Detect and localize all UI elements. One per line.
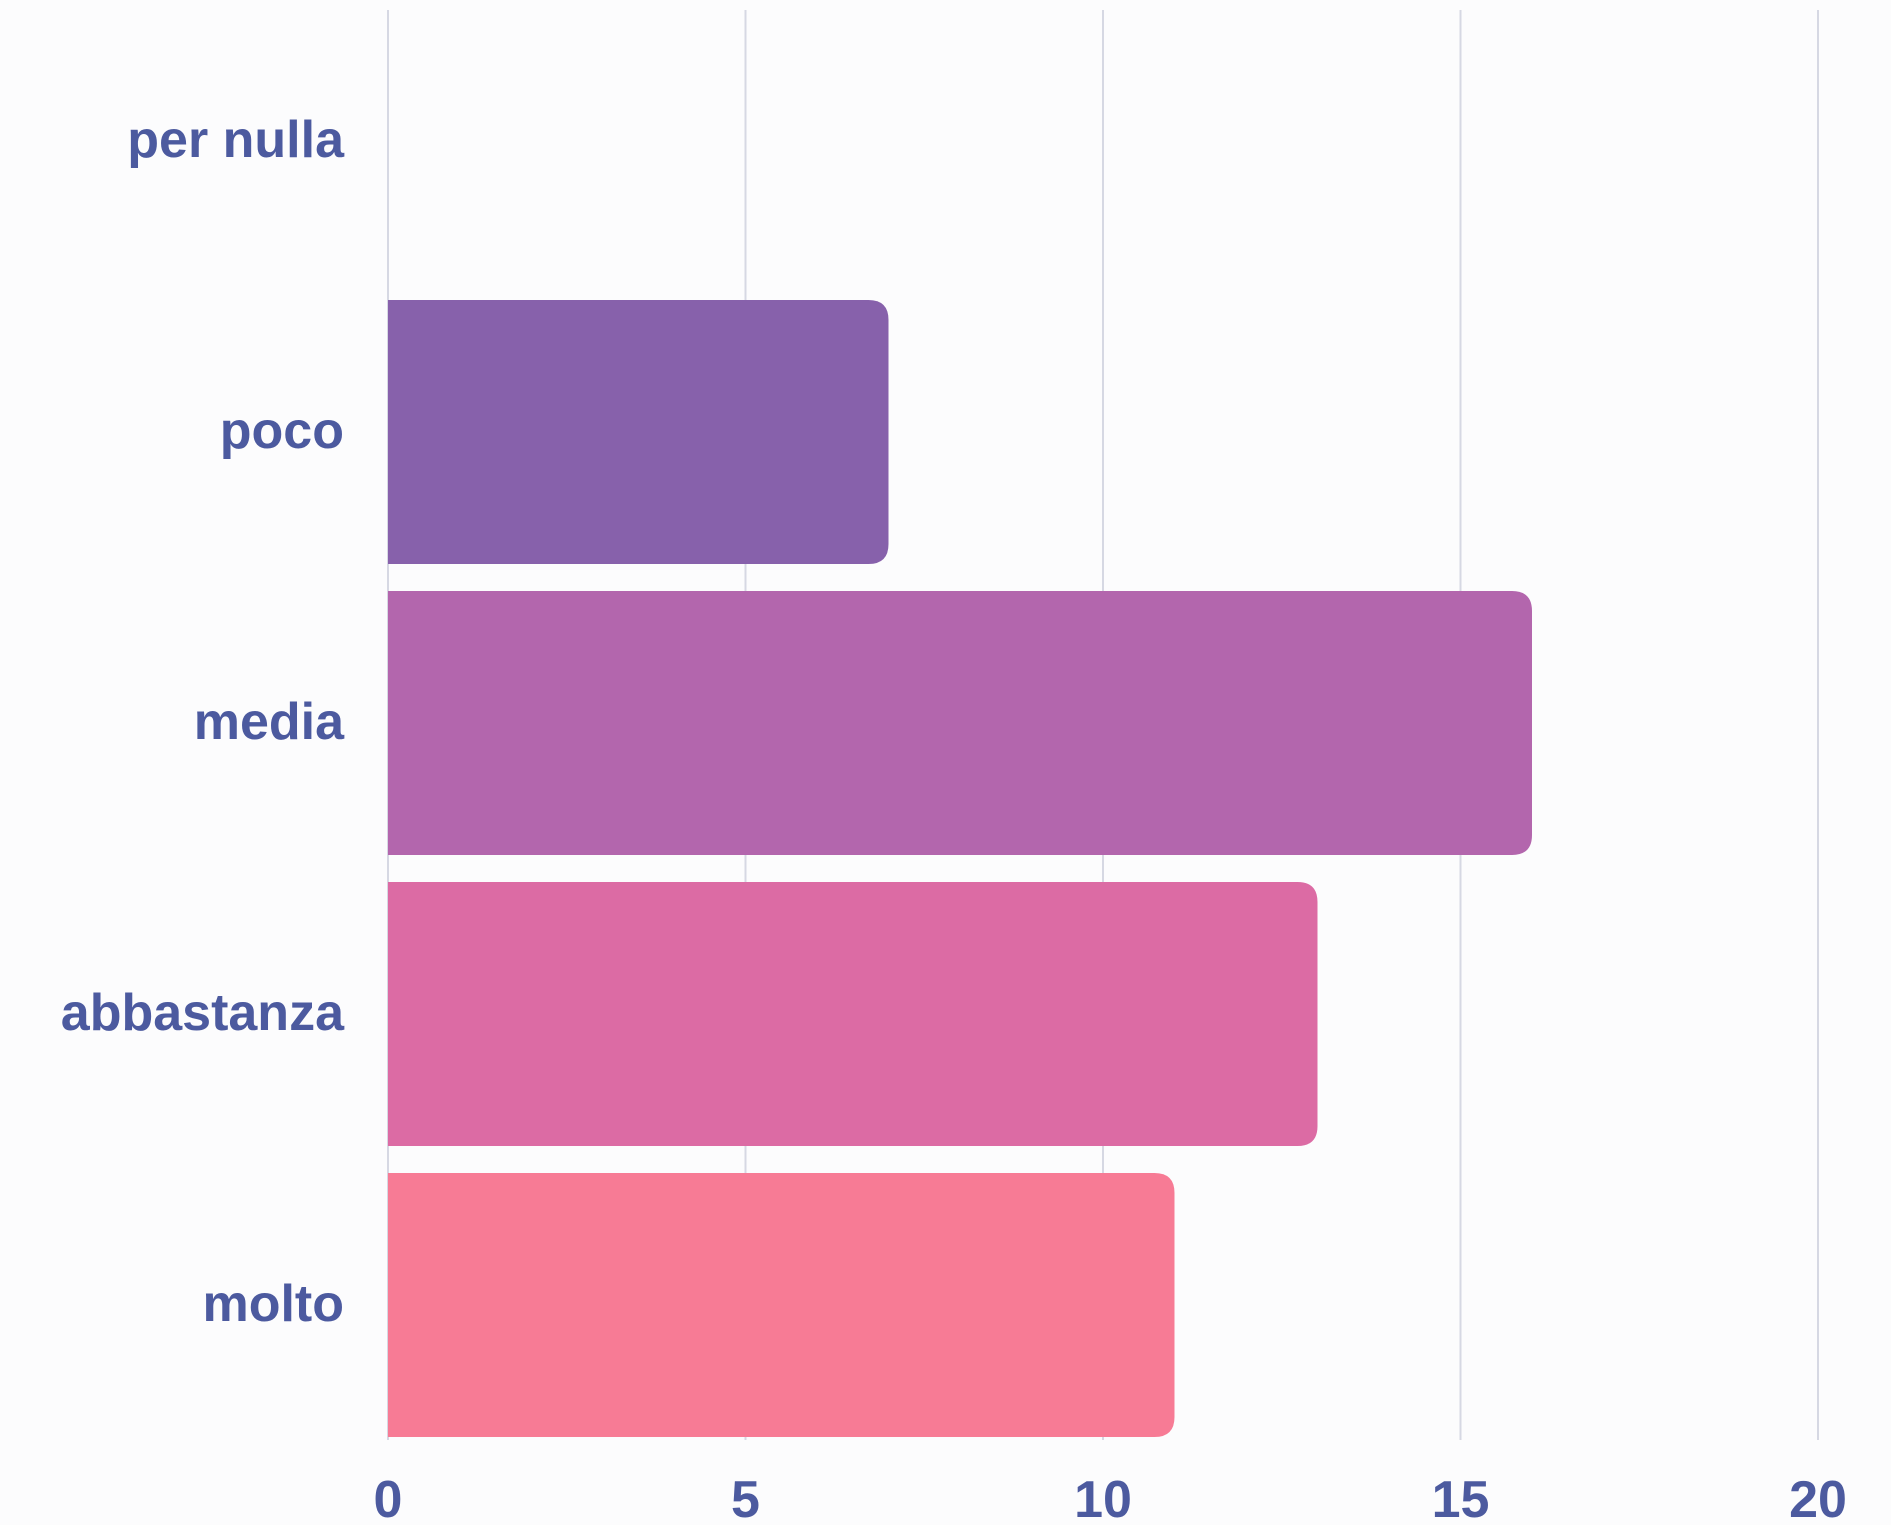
x-tick-label: 10 [1074,1471,1132,1525]
category-label: poco [220,402,344,460]
bars [388,300,1532,1437]
x-tick-labels: 0 5 10 15 20 [374,1471,1847,1525]
category-label: molto [202,1275,344,1333]
x-tick-label: 0 [374,1471,403,1525]
bar-molto [388,1173,1175,1437]
category-label: per nulla [127,111,345,169]
bar-poco [388,300,889,564]
bar-media [388,591,1532,855]
bar-abbastanza [388,882,1318,1146]
category-labels: per nulla poco media abbastanza molto [61,111,345,1333]
x-tick-label: 20 [1789,1471,1847,1525]
category-label: abbastanza [61,984,345,1042]
category-label: media [194,693,345,751]
x-tick-label: 5 [731,1471,760,1525]
x-tick-label: 15 [1432,1471,1490,1525]
